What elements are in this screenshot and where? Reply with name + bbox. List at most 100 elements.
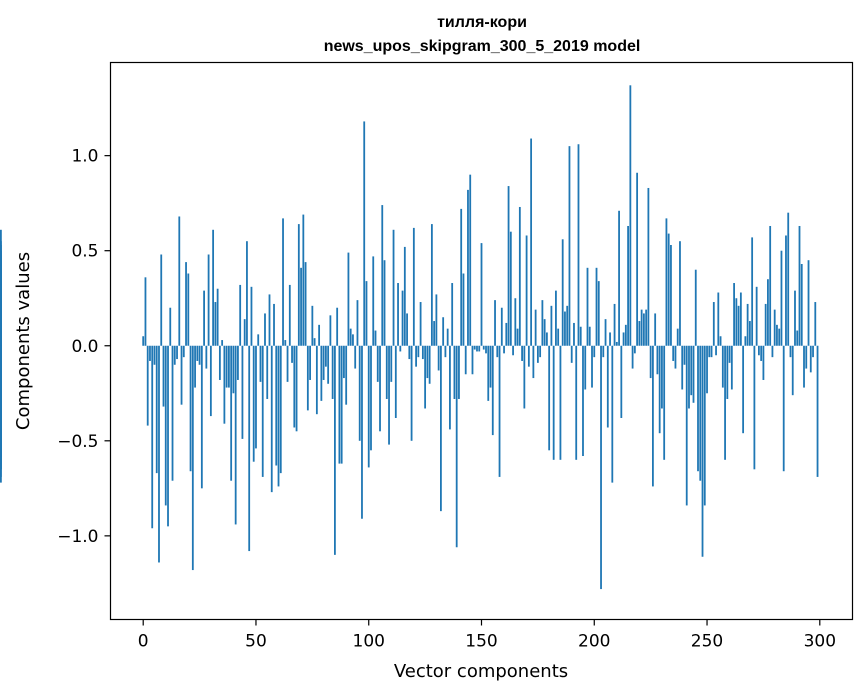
bar-150 — [480, 243, 483, 346]
bar-258 — [724, 345, 726, 460]
bar-196 — [584, 345, 587, 390]
bar-248 — [701, 345, 704, 557]
bar-178 — [543, 319, 546, 346]
bar-217 — [631, 345, 634, 369]
bar-43 — [239, 284, 242, 346]
bar-2 — [146, 345, 149, 426]
bar-176 — [539, 345, 542, 358]
y-axis-label: Components values — [13, 252, 34, 430]
bar-221 — [640, 309, 643, 346]
bar-105 — [379, 345, 381, 432]
bar-242 — [688, 345, 690, 409]
bar-167 — [518, 206, 521, 346]
bar-83 — [329, 315, 332, 346]
bar-27 — [203, 290, 205, 346]
bar-187 — [564, 311, 566, 346]
bar-210 — [615, 341, 618, 346]
bar-185 — [559, 345, 562, 460]
bar-219 — [636, 172, 639, 346]
bar-163 — [509, 231, 512, 346]
bar-52 — [259, 345, 262, 382]
bar-24 — [196, 345, 199, 361]
bar-82 — [327, 345, 330, 384]
bar-133 — [442, 317, 445, 346]
bar-233 — [667, 233, 670, 346]
bar-222 — [642, 313, 645, 346]
bar-9 — [162, 345, 165, 407]
bar-123 — [419, 302, 422, 346]
bar-234 — [670, 245, 672, 346]
bar-119 — [410, 345, 413, 441]
bar-237 — [676, 328, 679, 346]
bar-114 — [399, 345, 402, 352]
bar-115 — [401, 290, 404, 346]
y-tick-label: 0.0 — [71, 337, 98, 357]
bar-175 — [536, 345, 539, 363]
bar-11 — [167, 345, 169, 527]
bar-78 — [318, 324, 321, 346]
bar-99 — [365, 281, 368, 346]
bar-15 — [176, 345, 178, 360]
bar-89 — [343, 345, 345, 379]
bar-220 — [638, 321, 641, 346]
bar-34 — [218, 345, 221, 380]
bar-244 — [692, 345, 695, 403]
bar-127 — [428, 345, 431, 384]
bar-295 — [807, 260, 810, 346]
bar-8 — [160, 254, 163, 346]
bar-281 — [776, 324, 778, 346]
bar-201 — [595, 267, 598, 346]
bar-191 — [573, 322, 575, 346]
bar-28 — [205, 345, 208, 369]
bar-118 — [408, 345, 411, 360]
bar-35 — [221, 340, 224, 346]
x-tick-label: 50 — [245, 632, 267, 652]
bar-46 — [246, 241, 248, 346]
bar-92 — [349, 328, 352, 346]
bar-296 — [809, 345, 812, 373]
bar-170 — [525, 235, 528, 346]
bar-81 — [324, 345, 327, 367]
bar-102 — [372, 256, 375, 346]
bar-243 — [690, 345, 693, 396]
bar-188 — [566, 305, 569, 346]
bar-6 — [155, 345, 158, 474]
bar-284 — [782, 345, 785, 472]
bar-88 — [340, 345, 343, 464]
bar-16 — [178, 216, 181, 346]
bar-50 — [255, 345, 257, 449]
bar-197 — [586, 267, 589, 346]
bar-194 — [579, 326, 582, 346]
chart-title: тилля-кори — [437, 14, 527, 31]
bar-76 — [313, 338, 316, 346]
bar-173 — [532, 345, 535, 379]
bar-250 — [706, 345, 708, 394]
bar-1 — [144, 277, 147, 346]
bar-142 — [462, 273, 465, 346]
bar-131 — [437, 345, 440, 371]
bar-254 — [715, 345, 717, 356]
bar-235 — [672, 345, 675, 361]
bar-266 — [742, 345, 745, 434]
bar-72 — [304, 262, 307, 346]
bar-4 — [151, 345, 154, 529]
bar-251 — [708, 345, 711, 358]
bar-263 — [735, 298, 738, 346]
bar-77 — [315, 345, 318, 415]
bar-209 — [613, 303, 616, 346]
bar-192 — [575, 345, 578, 460]
bar-157 — [496, 345, 499, 358]
bar-268 — [746, 303, 749, 346]
bar-146 — [471, 345, 474, 375]
bar-202 — [597, 281, 600, 346]
bar-29 — [207, 254, 210, 346]
bar-265 — [739, 292, 742, 346]
bar-164 — [512, 345, 514, 356]
x-tick-label: 300 — [804, 632, 836, 652]
bar-84 — [331, 345, 334, 399]
bar-223 — [645, 309, 648, 346]
bar-32 — [214, 302, 217, 346]
bar-288 — [791, 345, 794, 396]
bar-61 — [279, 345, 282, 474]
bar-30 — [209, 345, 212, 417]
